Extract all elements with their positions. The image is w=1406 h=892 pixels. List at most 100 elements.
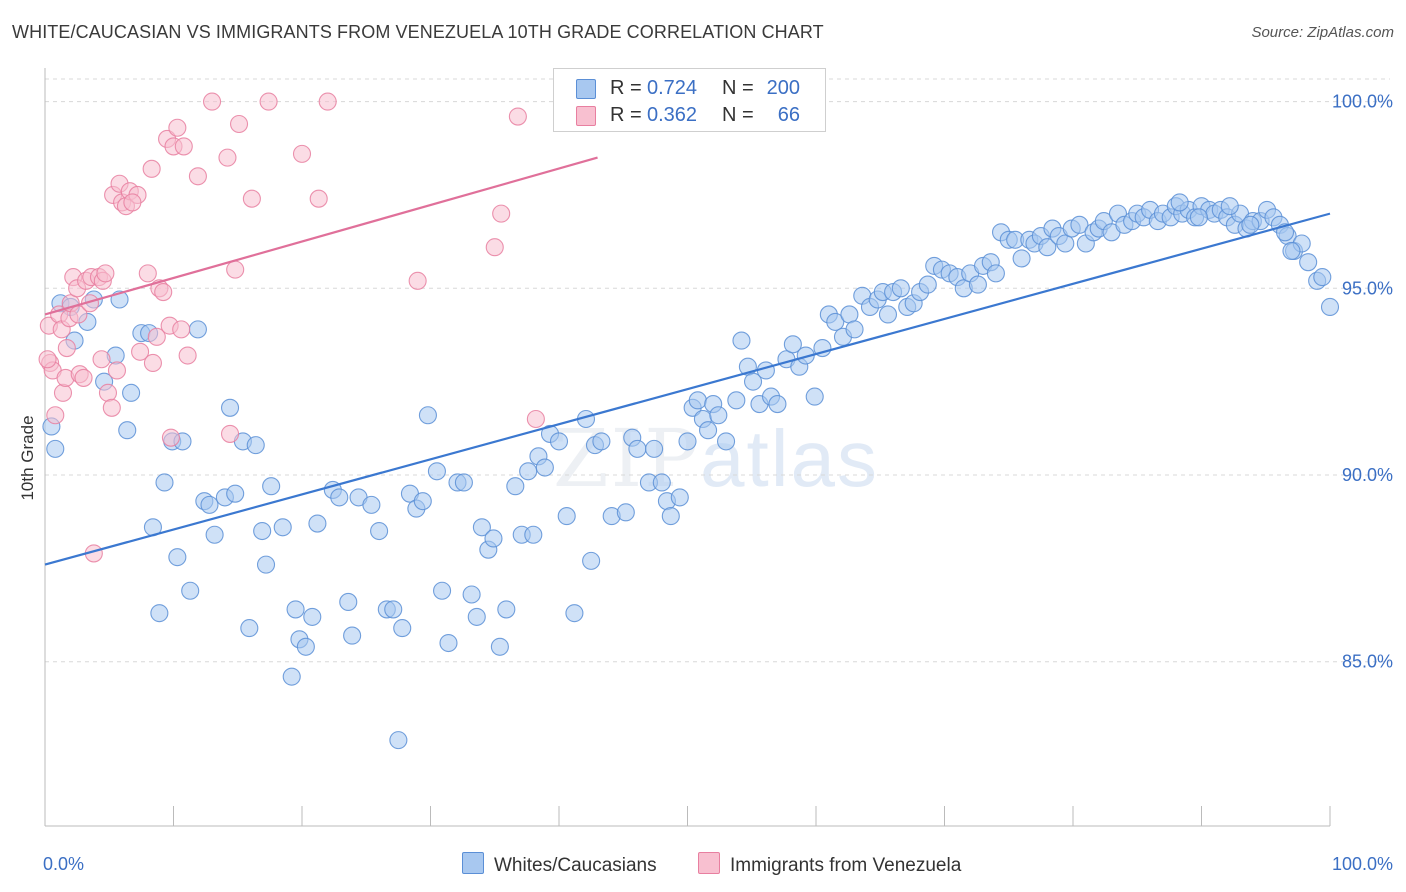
point-whites xyxy=(1012,249,1031,268)
y-tick-label: 95.0% xyxy=(1342,278,1393,298)
point-whites xyxy=(205,525,224,544)
point-venezuela xyxy=(226,260,245,279)
gridlines xyxy=(45,78,1390,663)
point-whites xyxy=(661,507,680,526)
point-whites xyxy=(582,551,601,570)
point-whites xyxy=(155,473,174,492)
point-venezuela xyxy=(242,189,261,208)
legend-r-value: 0.724 xyxy=(647,77,698,99)
point-venezuela xyxy=(131,342,150,361)
point-whites xyxy=(592,432,611,451)
point-whites xyxy=(168,548,187,567)
point-whites xyxy=(716,432,736,451)
point-venezuela xyxy=(161,428,180,447)
point-whites xyxy=(370,521,389,541)
legend-r-value: 0.362 xyxy=(647,104,698,126)
point-whites xyxy=(226,484,245,503)
point-venezuela xyxy=(229,114,249,134)
point-whites xyxy=(246,436,265,455)
point-whites xyxy=(678,432,697,451)
point-whites xyxy=(296,637,315,656)
point-whites xyxy=(413,492,432,511)
point-whites xyxy=(256,555,276,574)
point-whites xyxy=(1313,268,1332,287)
source-label: Source: ZipAtlas.com xyxy=(1251,24,1394,41)
point-venezuela xyxy=(142,159,161,178)
point-venezuela xyxy=(53,383,73,402)
point-whites xyxy=(549,432,569,451)
point-whites xyxy=(1189,208,1208,227)
point-whites xyxy=(768,395,787,414)
point-whites xyxy=(1056,234,1075,253)
point-whites xyxy=(732,331,751,350)
y-tick-label: 100.0% xyxy=(1332,92,1393,112)
point-whites xyxy=(565,604,584,623)
point-whites xyxy=(986,264,1005,283)
point-whites xyxy=(240,619,259,638)
point-whites xyxy=(709,406,728,425)
point-whites xyxy=(1241,215,1260,234)
point-venezuela xyxy=(408,271,427,290)
point-whites xyxy=(282,667,301,686)
point-venezuela xyxy=(74,368,93,387)
point-whites xyxy=(968,275,987,294)
point-venezuela xyxy=(485,238,504,257)
trend-line-whites xyxy=(44,212,1331,566)
point-venezuela xyxy=(292,144,312,163)
trend-line-venezuela xyxy=(44,156,598,316)
point-whites xyxy=(891,279,910,298)
point-whites xyxy=(1282,241,1301,261)
point-venezuela xyxy=(318,92,337,111)
y-tick-label: 90.0% xyxy=(1342,465,1393,485)
watermark-atlas: atlas xyxy=(700,414,879,503)
point-venezuela xyxy=(143,353,162,373)
point-venezuela xyxy=(174,137,193,156)
point-whites xyxy=(343,626,362,645)
point-whites xyxy=(433,581,452,600)
bottom-legend-swatch-whites xyxy=(462,852,484,874)
point-venezuela xyxy=(96,264,115,283)
point-whites xyxy=(330,488,349,507)
point-whites xyxy=(150,604,169,623)
point-whites xyxy=(339,592,358,612)
point-whites xyxy=(628,439,647,458)
point-whites xyxy=(645,439,664,458)
legend-swatch-venezuela xyxy=(576,106,596,126)
point-whites xyxy=(384,600,403,619)
legend-n-label: N = xyxy=(722,77,754,99)
point-venezuela xyxy=(138,264,157,283)
point-whites xyxy=(362,495,381,514)
x-tick-label: 0.0% xyxy=(43,854,84,874)
bottom-legend-swatch-venezuela xyxy=(698,852,720,874)
point-whites xyxy=(519,462,538,481)
legend-row-whites: R = 0.724 N = 200 xyxy=(554,75,825,101)
legend-r-label: R = xyxy=(610,77,642,99)
point-venezuela xyxy=(259,92,278,111)
point-venezuela xyxy=(309,189,328,208)
point-whites xyxy=(1038,238,1057,257)
legend-swatch-whites xyxy=(576,79,596,99)
point-venezuela xyxy=(508,107,527,126)
point-venezuela xyxy=(178,346,197,365)
point-whites xyxy=(805,387,824,406)
point-whites xyxy=(1070,215,1089,234)
point-venezuela xyxy=(98,383,118,402)
point-venezuela xyxy=(172,320,191,339)
point-whites xyxy=(484,529,503,548)
legend-n-label: N = xyxy=(722,104,754,126)
series-venezuela-points xyxy=(38,92,545,563)
point-whites xyxy=(783,335,802,354)
legend-n-value: 200 xyxy=(766,77,800,99)
point-venezuela xyxy=(218,148,237,167)
point-whites xyxy=(1220,197,1239,216)
point-whites xyxy=(273,518,292,537)
point-whites xyxy=(506,477,525,496)
point-whites xyxy=(393,619,412,638)
point-whites xyxy=(727,391,746,410)
point-whites xyxy=(918,275,937,294)
point-whites xyxy=(557,507,576,526)
legend-n-value: 66 xyxy=(777,104,800,126)
point-whites xyxy=(427,462,446,481)
point-whites xyxy=(826,312,845,331)
